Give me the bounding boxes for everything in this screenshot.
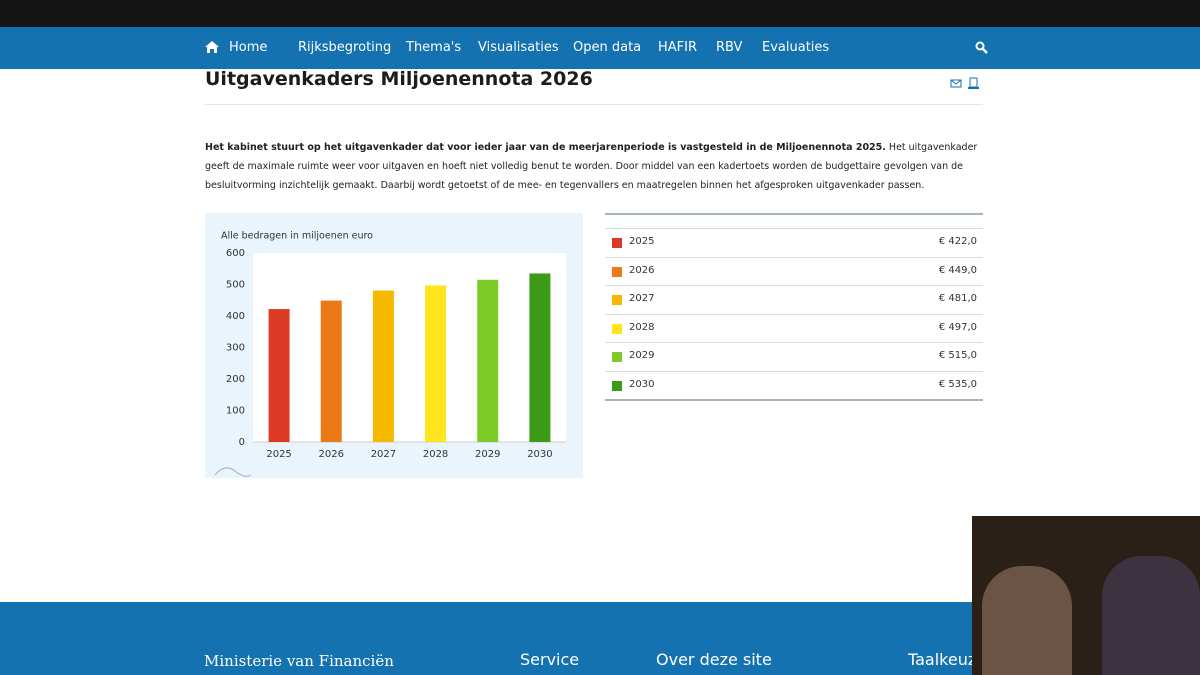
x-tick-label: 2028 xyxy=(423,449,448,460)
plot-area xyxy=(253,253,566,442)
footer-heading[interactable]: Service xyxy=(520,650,580,669)
table-row: 2027 € 481,0 xyxy=(605,285,983,314)
search-icon[interactable] xyxy=(975,41,989,55)
color-swatch xyxy=(612,381,622,391)
intro-bold: Het kabinet stuurt op het uitgavenkader … xyxy=(205,142,886,153)
color-swatch xyxy=(612,295,622,306)
bar xyxy=(529,273,551,442)
intro-text: Het uitgavenkader geeft de maximale ruim… xyxy=(205,142,978,191)
nav-item[interactable]: Open data xyxy=(573,40,642,55)
nav-item[interactable]: Thema's xyxy=(406,40,462,55)
footer-heading[interactable]: Over deze site xyxy=(656,650,772,669)
x-tick-label: 2027 xyxy=(371,449,396,460)
year-cell: 2030 xyxy=(629,379,655,390)
bar xyxy=(425,285,447,442)
y-tick-label: 300 xyxy=(226,343,245,354)
x-tick-label: 2030 xyxy=(527,449,552,460)
chart-panel: Alle bedragen in miljoenen euro 0 100 200 3… xyxy=(205,213,583,478)
amount-cell: € 449,0 xyxy=(938,264,977,276)
bar xyxy=(477,279,499,442)
amount-cell: € 422,0 xyxy=(938,236,977,247)
intro: Het kabinet stuurt op het uitgavenkader … xyxy=(205,138,990,195)
bar xyxy=(268,309,290,442)
table-row: 2028 € 497,0 xyxy=(605,313,983,343)
color-swatch xyxy=(612,238,622,248)
footer-heading[interactable]: Taalkeuz xyxy=(908,650,977,669)
x-tick-label: 2026 xyxy=(319,449,344,460)
year-cell: 2027 xyxy=(629,293,655,305)
table-row: 2029 € 515,0 xyxy=(605,342,983,371)
table-row: 2026 € 449,0 xyxy=(605,256,983,286)
year-cell: 2028 xyxy=(629,321,655,333)
year-cell: 2026 xyxy=(629,264,655,276)
table-top-rule xyxy=(605,213,983,215)
nav-item[interactable]: Rijksbegroting xyxy=(298,40,392,55)
x-tick-label: 2029 xyxy=(475,449,500,460)
y-tick-label: 100 xyxy=(226,406,245,417)
amount-cell: € 481,0 xyxy=(938,293,977,305)
table-row: 2025 € 422,0 xyxy=(605,228,983,257)
amount-cell: € 535,0 xyxy=(938,379,977,390)
page-title: Uitgavenkaders Miljoenennota 2026 xyxy=(205,68,593,90)
amount-cell: € 497,0 xyxy=(938,321,977,333)
year-cell: 2029 xyxy=(629,350,655,362)
nav-bar: Home Rijksbegroting Thema's Visualisaties O… xyxy=(0,27,1200,69)
divider xyxy=(205,104,983,105)
browser-bar xyxy=(0,0,1200,27)
nav-item[interactable]: Evaluaties xyxy=(762,40,830,55)
year-cell: 2025 xyxy=(629,236,655,247)
nav-item[interactable]: HAFIR xyxy=(658,40,698,55)
color-swatch xyxy=(612,352,622,363)
share-icons[interactable] xyxy=(950,77,982,91)
nav-item[interactable]: RBV xyxy=(716,40,743,55)
y-tick-label: 400 xyxy=(226,311,245,322)
y-tick-label: 0 xyxy=(239,437,245,448)
table-row: 2030 € 535,0 xyxy=(605,371,983,400)
color-swatch xyxy=(612,323,622,334)
chart-subtitle: Alle bedragen in miljoenen euro xyxy=(221,231,373,242)
x-tick-label: 2025 xyxy=(266,449,291,460)
bar xyxy=(320,300,342,442)
bar xyxy=(372,290,394,442)
home-icon[interactable] xyxy=(204,40,220,54)
nav-home[interactable]: Home xyxy=(229,40,268,55)
nav-item[interactable]: Visualisaties xyxy=(478,40,559,55)
footer-heading[interactable]: Ministerie van Financiën xyxy=(204,652,394,670)
y-tick-label: 600 xyxy=(226,248,245,259)
chart: Alle bedragen in miljoenen euro 0 100 200 3… xyxy=(214,231,566,477)
logo xyxy=(214,467,252,477)
y-tick-label: 500 xyxy=(226,280,245,291)
y-tick-label: 200 xyxy=(226,374,245,385)
color-swatch xyxy=(612,266,622,277)
webcam-overlay xyxy=(972,516,1200,675)
amount-cell: € 515,0 xyxy=(938,350,977,362)
table-bottom-rule xyxy=(605,399,983,401)
